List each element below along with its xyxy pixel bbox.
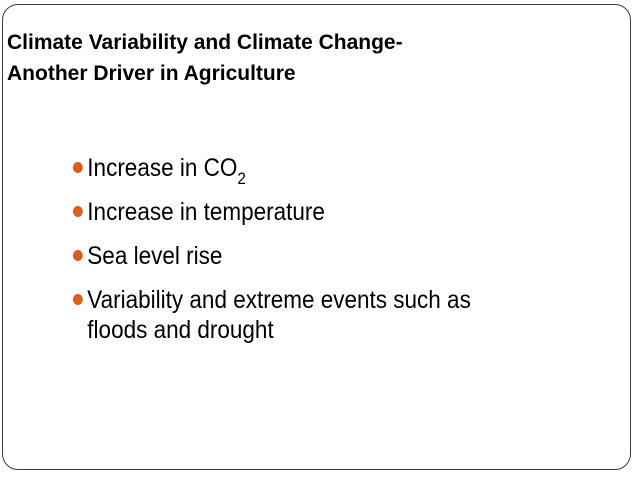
- bullet-text: Increase in temperature: [87, 198, 325, 226]
- bullet-dot-icon: [72, 162, 83, 173]
- bullet-dot-icon: [72, 206, 83, 217]
- slide-title-line-2: Another Driver in Agriculture: [7, 62, 296, 85]
- bullet-subscript: 2: [237, 169, 246, 188]
- bullet-text-line-1: Variability and extreme events such as: [87, 286, 471, 314]
- bullet-item-sea-level: Sea level rise: [72, 241, 540, 271]
- bullet-dot-icon: [72, 294, 83, 305]
- slide-title-line-1: Climate Variability and Climate Change-: [7, 31, 403, 54]
- bullet-text: Increase in CO2: [87, 154, 246, 187]
- slide-title: Climate Variability and Climate Change- …: [7, 27, 567, 89]
- bullet-list: Increase in CO2 Increase in temperature …: [72, 153, 540, 359]
- bullet-dot-icon: [72, 250, 83, 261]
- slide-frame: [2, 4, 631, 470]
- bullet-item-co2: Increase in CO2: [72, 153, 540, 187]
- bullet-label: Increase in CO: [87, 154, 238, 182]
- bullet-item-extreme-events: Variability and extreme events such as f…: [72, 285, 591, 345]
- bullet-text: Sea level rise: [87, 242, 223, 270]
- bullet-text-line-2: floods and drought: [87, 316, 274, 344]
- bullet-item-temperature: Increase in temperature: [72, 197, 540, 227]
